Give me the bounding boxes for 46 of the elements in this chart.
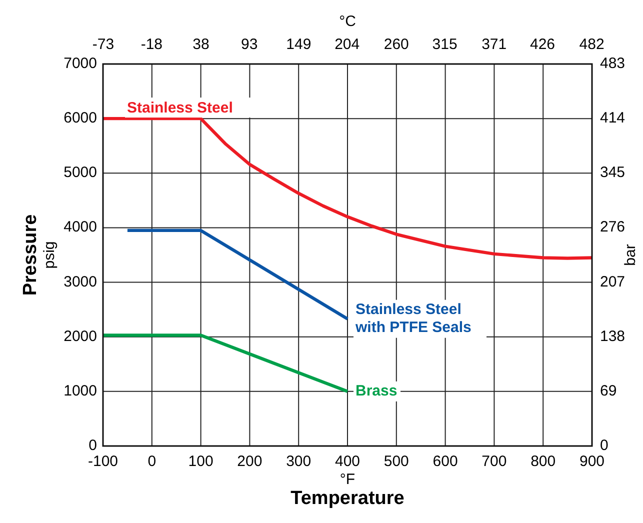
series-label: Stainless Steel with PTFE Seals [354,300,472,336]
x2-tick-label: 204 [334,36,360,53]
x2-tick-label: 315 [432,36,458,53]
x2-tick-label: 93 [241,36,258,53]
y2-axis-title: bar [622,244,639,266]
x2-tick-label: 426 [530,36,556,53]
x-tick-label: 900 [579,453,605,470]
x-tick-label: 100 [188,453,214,470]
x2-axis-title: °C [339,13,356,30]
y2-tick-label: 69 [600,382,617,400]
x-axis-title: °F Temperature [290,471,404,509]
x-tick-label: 500 [384,453,409,470]
x2-tick-label: 482 [579,36,604,53]
y2-tick-label: 345 [600,164,626,182]
series-label: Brass [356,382,398,400]
x2-tick-label: 260 [384,36,409,53]
y-tick-label: 1000 [64,382,97,400]
y-tick-label: 4000 [64,218,97,236]
x2-tick-label: -18 [140,36,163,53]
y-tick-label: 3000 [64,273,97,290]
line-series [101,116,594,260]
x2-tick-label: 149 [286,36,312,53]
x-tick-label: 400 [334,453,360,470]
y2-tick-label: 483 [600,54,626,72]
y-tick-label: 0 [88,436,97,454]
x2-tick-label: 38 [192,36,210,53]
y2-tick-label: 207 [600,273,626,290]
y-tick-label: 5000 [64,164,97,182]
x-tick-label: 300 [286,453,312,470]
x2-tick-label: -73 [92,36,114,53]
y2-tick-label: 138 [600,328,626,345]
y-tick-label: 6000 [64,110,97,127]
x-tick-label: 700 [482,453,507,470]
y-tick-label: 7000 [64,54,97,72]
x-tick-label: 800 [530,453,556,470]
x-tick-label: 200 [237,453,262,470]
x2-tick-label: 371 [482,36,507,53]
y-axis-title: Pressure psig [20,214,58,296]
y2-tick-label: 276 [600,218,626,236]
x-tick-label: 600 [432,453,458,470]
y2-tick-label: 0 [600,436,608,454]
y2-tick-label: 414 [600,110,626,127]
y-tick-label: 2000 [64,328,97,345]
series-label: Stainless Steel [127,100,233,117]
x-tick-label: -100 [88,453,118,470]
x-tick-label: 0 [148,453,156,470]
